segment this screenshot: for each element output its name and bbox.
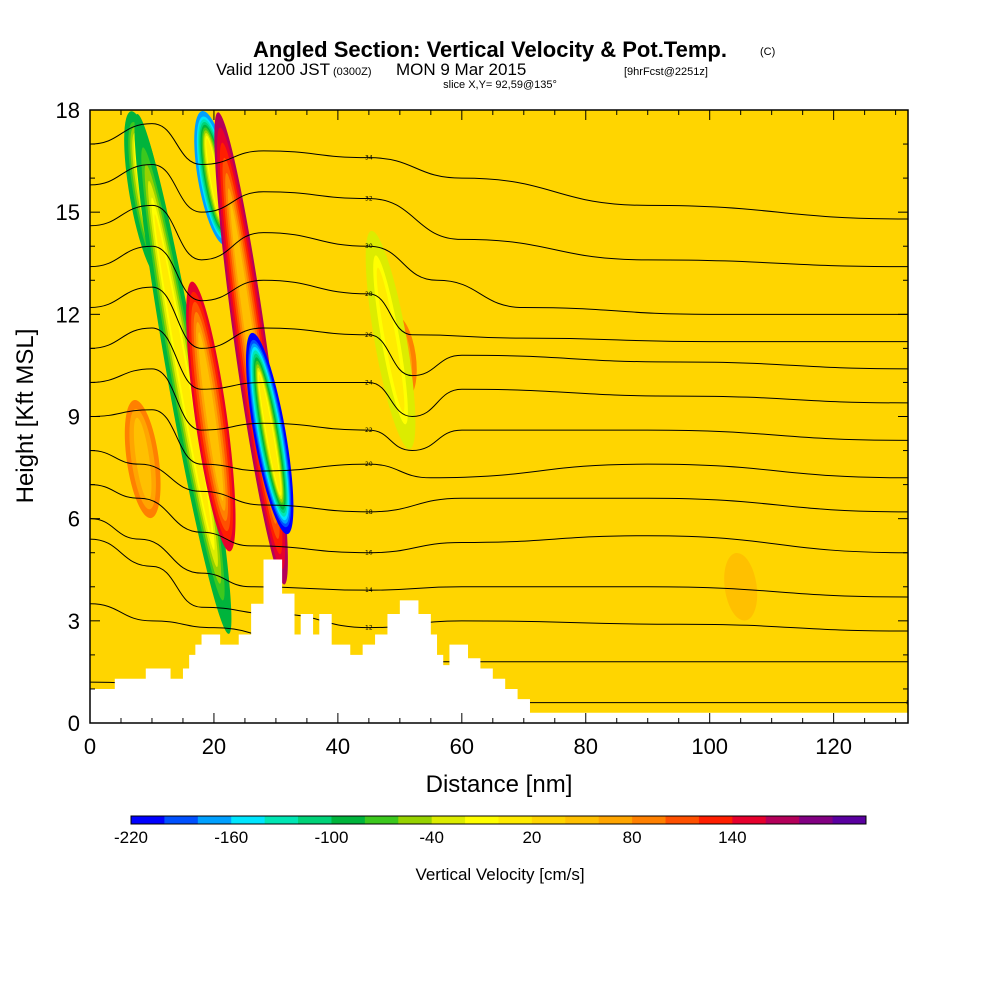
colorbar-swatch	[131, 816, 165, 824]
x-tick-label: 60	[450, 734, 474, 759]
y-tick-label: 0	[68, 711, 80, 736]
colorbar-tick-label: -160	[214, 828, 248, 847]
x-axis-label: Distance [nm]	[426, 771, 573, 798]
y-axis: 0 3 6 9 12 15 18	[56, 98, 908, 736]
colorbar-swatch	[498, 816, 533, 824]
isentrope-line	[90, 368, 908, 452]
isentrope-line	[90, 123, 908, 220]
x-axis: 0 20 40 60 80 100 120	[84, 110, 897, 759]
isentrope-label: 26	[365, 332, 373, 339]
plot-area: 810121416182022242628303234	[90, 110, 910, 723]
colorbar-swatch	[431, 816, 466, 824]
velocity-band	[376, 267, 405, 413]
isentrope-label: 14	[365, 587, 373, 594]
isentrope-line	[90, 204, 908, 315]
velocity-features	[124, 110, 758, 634]
isentrope-line	[90, 327, 908, 418]
velocity-feature-updraft	[186, 281, 236, 552]
isentrope-label: 34	[365, 155, 373, 162]
y-tick-label: 3	[68, 609, 80, 634]
velocity-feature-downdraft	[134, 113, 232, 634]
x-tick-label: 120	[815, 734, 852, 759]
colorbar-tick-label: -100	[314, 828, 348, 847]
isentrope-label: 20	[365, 461, 373, 468]
colorbar-tick-label: 140	[718, 828, 746, 847]
isentrope-line	[90, 450, 908, 513]
colorbar-swatch	[732, 816, 767, 824]
colorbar-frame	[130, 815, 867, 825]
y-tick-label: 9	[68, 405, 80, 430]
velocity-band	[154, 214, 212, 534]
colorbar-swatch	[698, 816, 733, 824]
forecast-label: [9hrFcst@2251z]	[624, 66, 708, 78]
isentrope-line	[90, 484, 908, 554]
colorbar-tick-label: 80	[623, 828, 642, 847]
isentrope-label: 16	[365, 550, 373, 557]
colorbar-swatch	[765, 816, 800, 824]
colorbar-swatch	[164, 816, 199, 824]
chart-title-suffix: (C)	[760, 46, 775, 58]
isentrope-label: 28	[365, 291, 373, 298]
x-tick-label: 40	[326, 734, 350, 759]
y-tick-label: 6	[68, 507, 80, 532]
velocity-feature-updraft	[724, 552, 758, 621]
y-tick-label: 15	[56, 200, 80, 225]
valid-time-zulu: (0300Z)	[333, 66, 372, 78]
slice-label: slice X,Y= 92,59@135°	[443, 79, 557, 91]
colorbar-swatch	[832, 816, 867, 824]
x-tick-label: 100	[691, 734, 728, 759]
colorbar-swatch	[298, 816, 332, 824]
isentrope-line	[90, 518, 908, 598]
velocity-band	[724, 552, 758, 621]
isentrope-label: 8	[906, 700, 910, 707]
colorbar-swatch	[565, 816, 600, 824]
x-tick-label: 20	[202, 734, 226, 759]
isentrope-line	[90, 245, 908, 343]
isentrope-line	[90, 538, 908, 632]
isentrope-label: 30	[365, 243, 373, 250]
colorbar-swatch	[799, 816, 834, 824]
colorbar-label: Vertical Velocity [cm/s]	[415, 865, 584, 884]
colorbar-swatch	[398, 816, 433, 824]
colorbar-swatch	[598, 816, 633, 824]
colorbar-swatch	[665, 816, 700, 824]
isentrope-label: 18	[365, 509, 373, 516]
colorbar-tick-label: 20	[522, 828, 541, 847]
velocity-feature-downdraft	[245, 332, 294, 535]
y-tick-label: 18	[56, 98, 80, 123]
colorbar-swatch	[231, 816, 266, 824]
terrain-profile	[90, 559, 908, 723]
isentrope-label: 32	[365, 196, 373, 203]
velocity-band	[258, 374, 281, 493]
colorbar-swatch	[197, 816, 232, 824]
colorbar-swatch	[531, 816, 566, 824]
isentrope-line	[90, 163, 908, 268]
y-tick-label: 12	[56, 302, 80, 327]
x-tick-label: 80	[574, 734, 598, 759]
y-axis-label: Height [Kft MSL]	[12, 329, 39, 504]
isentrope-label: 24	[365, 379, 373, 386]
isentrope-label: 12	[365, 625, 373, 632]
x-tick-label: 0	[84, 734, 96, 759]
colorbar-swatch	[264, 816, 299, 824]
valid-date: MON 9 Mar 2015	[396, 60, 526, 79]
colorbar-tick-label: -40	[419, 828, 444, 847]
velocity-band	[198, 332, 224, 501]
velocity-feature-updraft	[124, 400, 161, 519]
colorbar-tick-label: -220	[114, 828, 148, 847]
chart-title: Angled Section: Vertical Velocity & Pot.…	[253, 37, 727, 62]
isentrope-line	[90, 409, 908, 479]
colorbar-swatch	[465, 816, 499, 824]
valid-time-prefix: Valid 1200 JST	[216, 60, 330, 79]
colorbar-swatch	[331, 816, 366, 824]
colorbar-swatch	[632, 816, 667, 824]
colorbar: -220 -160 -100 -40 20 80 140	[114, 815, 867, 847]
velocity-feature-downdraft	[365, 230, 416, 449]
colorbar-swatch	[364, 816, 399, 824]
isentrope-line	[90, 286, 908, 377]
velocity-band	[133, 417, 152, 501]
isentrope-label: 22	[365, 427, 373, 434]
